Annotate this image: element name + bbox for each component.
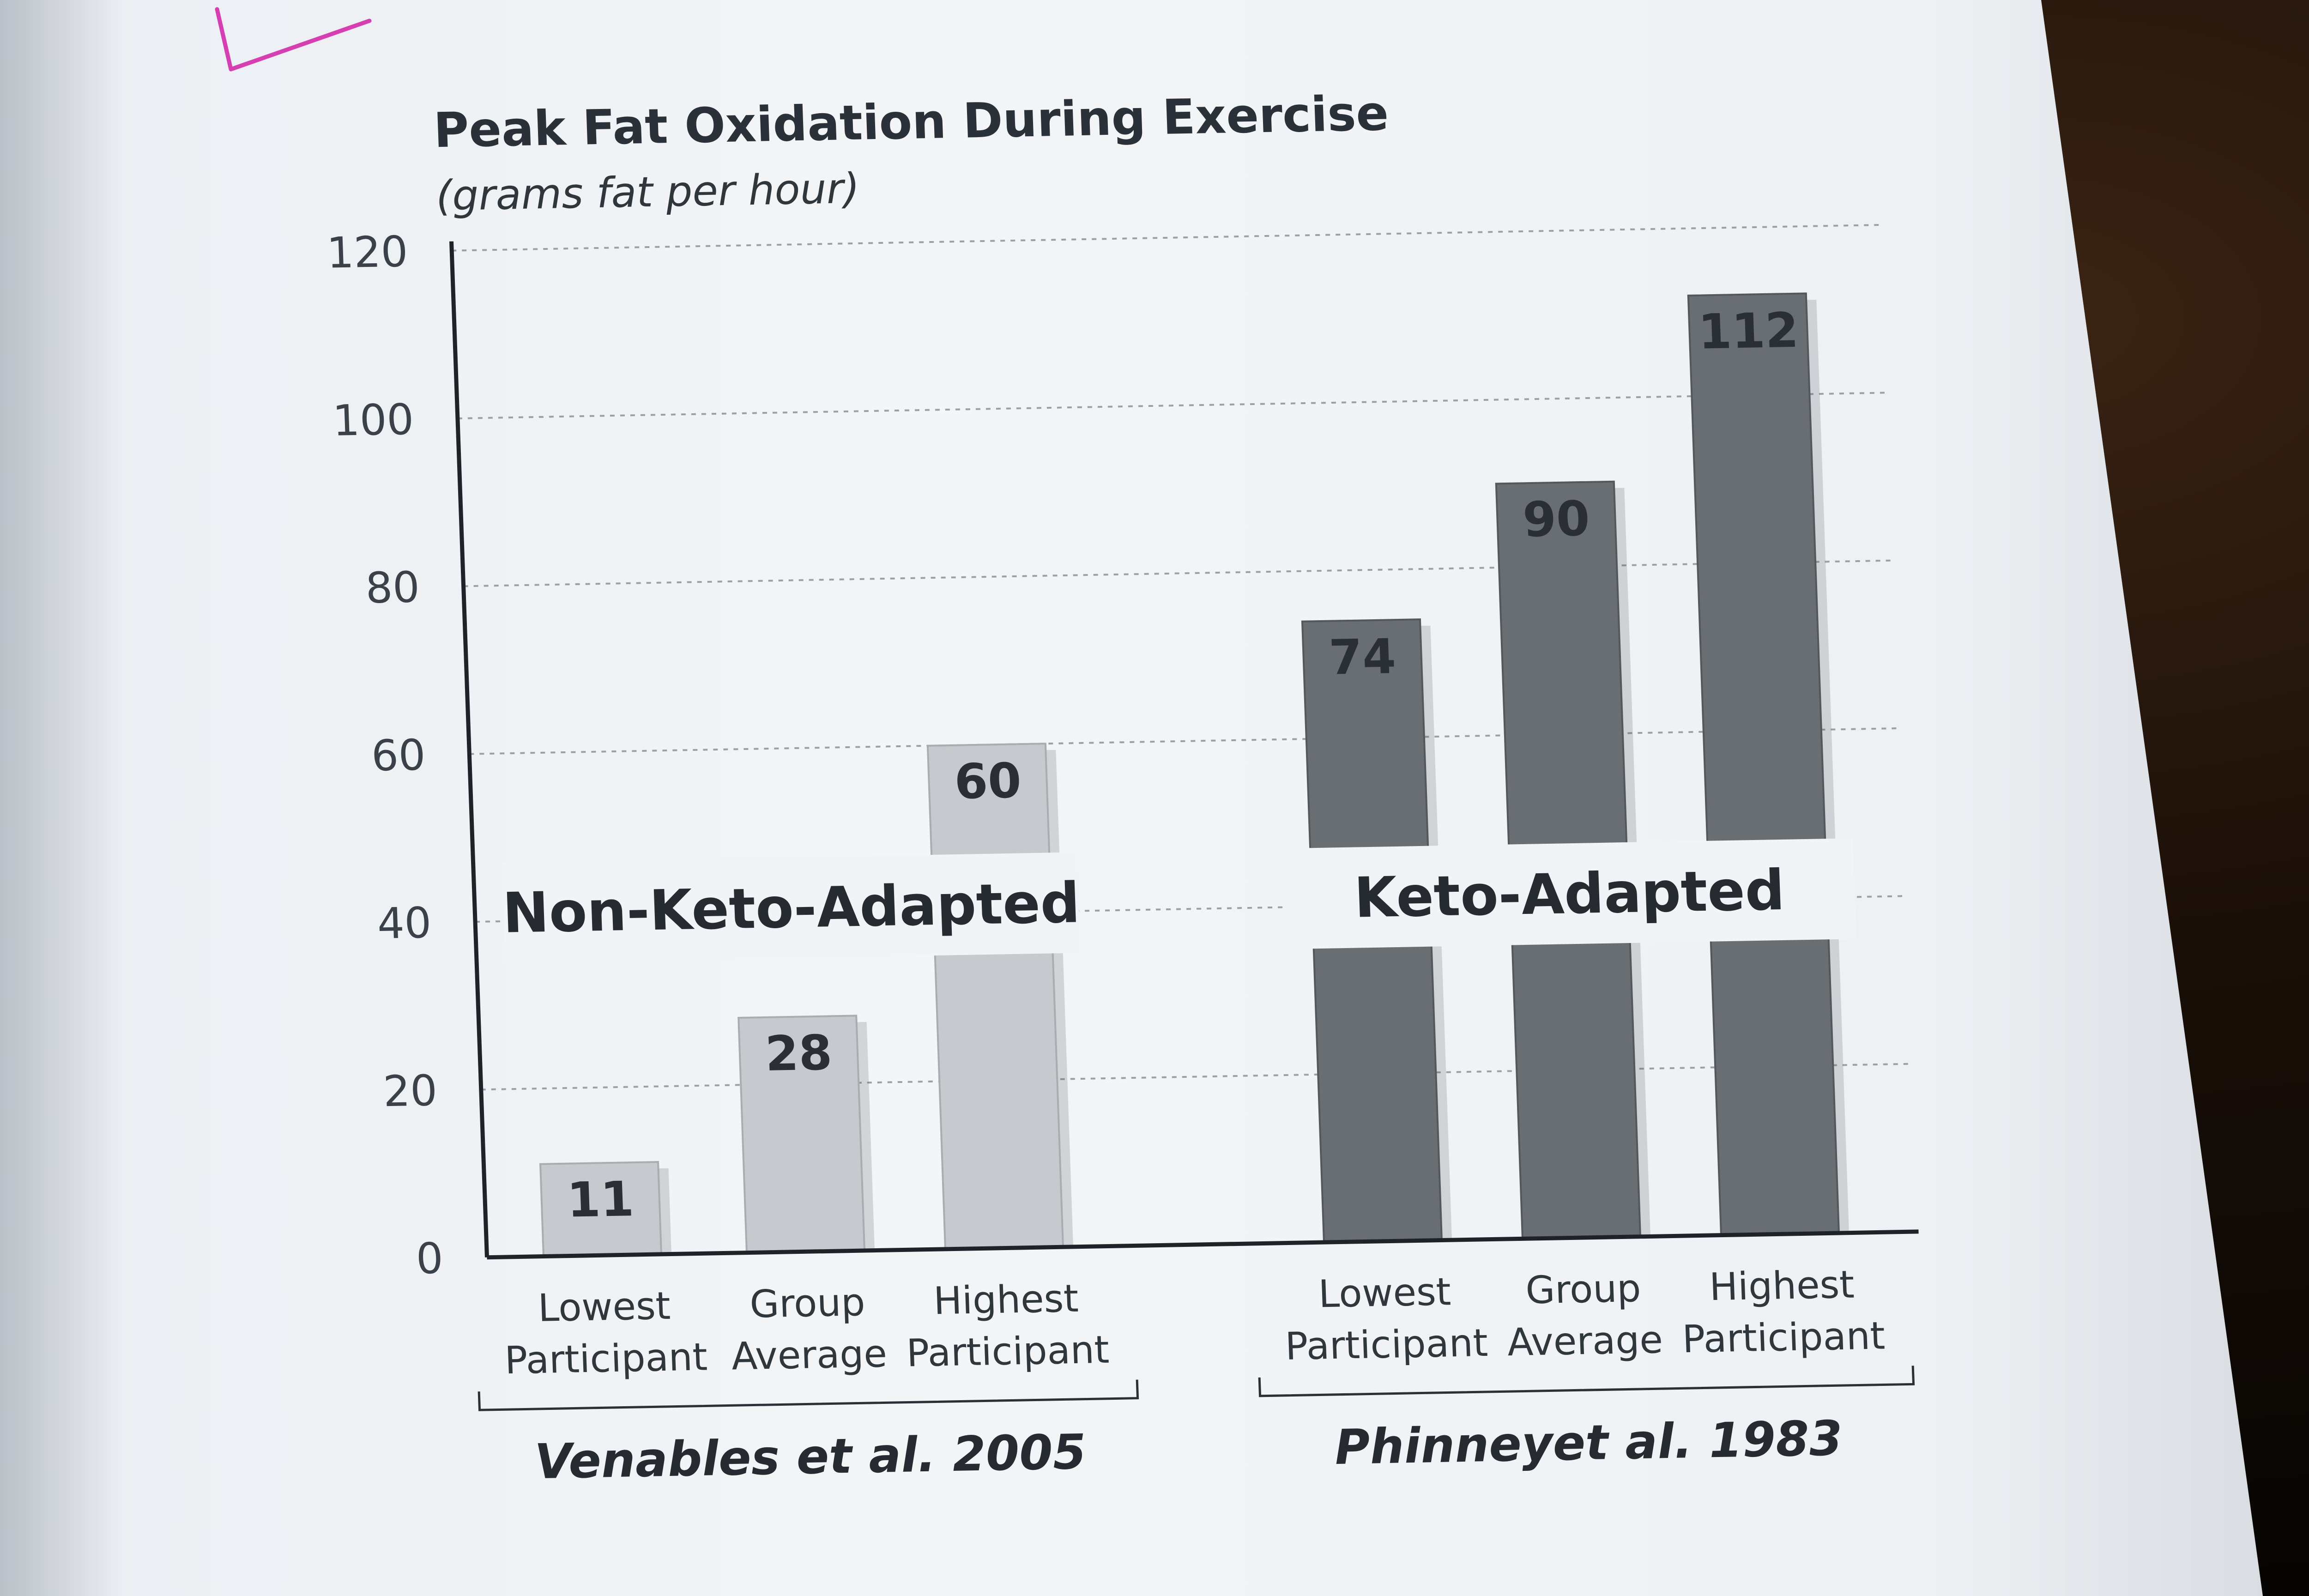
- category-label-line: Highest: [933, 1277, 1079, 1324]
- group-label-band: [1282, 838, 1856, 949]
- y-tick-label: 80: [365, 562, 421, 613]
- group-bracket: [1258, 1366, 1915, 1397]
- category-label-line: Lowest: [537, 1284, 671, 1330]
- category-label-line: Participant: [504, 1335, 708, 1383]
- bar-value-label: 28: [764, 1024, 833, 1082]
- gridline: [463, 559, 1895, 587]
- category-label: Group Average: [1505, 1266, 1663, 1365]
- category-label-line: Highest: [1709, 1263, 1855, 1310]
- category-label-line: Group: [749, 1281, 866, 1326]
- chart-title: Peak Fat Oxidation During Exercise: [433, 85, 1390, 158]
- labels: Peak Fat Oxidation During Exercise (gram…: [326, 85, 1886, 1490]
- group-label: Non-Keto-Adapted: [502, 871, 1081, 945]
- category-label-line: Average: [731, 1332, 888, 1378]
- y-tick-label: 100: [332, 395, 414, 446]
- group-label: Keto-Adapted: [1353, 858, 1786, 931]
- category-label: Group Average: [729, 1280, 888, 1378]
- y-tick-label: 40: [376, 898, 432, 949]
- chart-subtitle: (grams fat per hour): [435, 164, 860, 220]
- gridline: [452, 224, 1884, 252]
- category-label-line: Group: [1525, 1267, 1642, 1312]
- source-label: Phinneyet al. 1983: [1334, 1410, 1844, 1475]
- group-bracket: [478, 1379, 1139, 1411]
- bar-value-label: 74: [1328, 628, 1397, 686]
- spine-shadow: [0, 0, 120, 1596]
- bar: [926, 743, 1064, 1250]
- gridline: [481, 1063, 1913, 1091]
- category-label-line: Participant: [1284, 1321, 1488, 1369]
- category-label: Lowest Participant: [502, 1283, 708, 1383]
- y-tick-label: 20: [382, 1066, 438, 1116]
- y-axis-line: [449, 241, 490, 1257]
- bar-value-label: 112: [1697, 302, 1799, 360]
- category-label: HighestParticipant: [904, 1276, 1110, 1376]
- axes: [449, 241, 1919, 1411]
- category-label-line: Participant: [1681, 1314, 1886, 1361]
- source-label: Venables et al. 2005: [534, 1424, 1087, 1490]
- y-tick-label: 0: [415, 1233, 444, 1283]
- category-label-line: Lowest: [1318, 1270, 1451, 1316]
- y-tick-label: 60: [370, 730, 426, 780]
- gridline: [457, 392, 1889, 420]
- pen-mark: [215, 7, 372, 72]
- x-axis-line: [487, 1229, 1919, 1260]
- bar-value-label: 11: [566, 1171, 635, 1228]
- gridline: [469, 727, 1901, 755]
- category-label-line: Average: [1506, 1318, 1663, 1365]
- group-label-band: [502, 852, 1081, 963]
- bar-value-label: 90: [1522, 490, 1591, 548]
- category-label: HighestParticipant: [1680, 1262, 1886, 1361]
- category-label-line: Participant: [906, 1328, 1110, 1376]
- bar-value-label: 60: [954, 752, 1022, 810]
- y-tick-label: 120: [326, 227, 409, 278]
- category-label: Lowest Participant: [1282, 1270, 1488, 1369]
- bars: [502, 292, 1856, 1257]
